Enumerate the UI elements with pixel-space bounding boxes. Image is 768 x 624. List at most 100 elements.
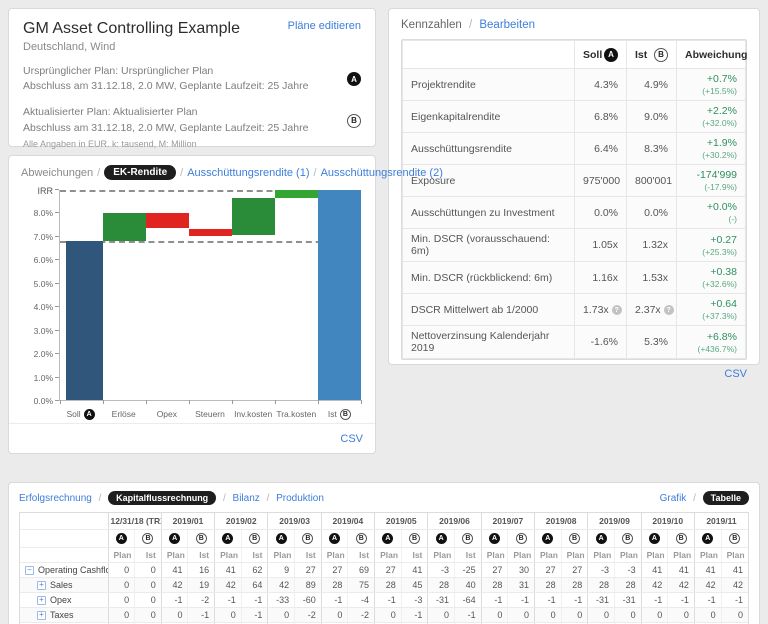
x-category-text: Tra.kosten (276, 409, 317, 419)
y-tick-mark (55, 212, 59, 214)
cell-value: 0 (107, 607, 135, 623)
cell-value: 0 (160, 622, 188, 624)
column-sub-label: Plan (560, 547, 588, 563)
kpi-edit-link[interactable]: Bearbeiten (479, 19, 535, 31)
corner-cell (20, 529, 108, 548)
column-sub-label: Plan (267, 547, 295, 563)
x-category-text: Inv.kosten (234, 409, 273, 419)
cell-value: 0 (427, 622, 455, 624)
cell-value: 41 (693, 562, 722, 578)
kpi-label: Projektrendite (402, 68, 575, 101)
column-b-badge: B (720, 529, 748, 548)
chart-tab-ek-rendite[interactable]: EK-Rendite (104, 165, 177, 180)
column-a-badge: A (214, 529, 242, 548)
info-icon[interactable]: ? (663, 305, 674, 315)
cell-value: 41 (720, 562, 748, 578)
x-tick-mark (103, 400, 104, 404)
cell-value: 41 (640, 562, 668, 578)
kpi-label: Min. DSCR (vorausschauend: 6m) (402, 228, 575, 262)
cell-value: -31 (613, 592, 642, 608)
row-label-cell: + Sales (20, 577, 108, 593)
cell-value: -1 (640, 592, 668, 608)
cell-value: 0 (107, 622, 135, 624)
month-group-header: 2019/06 (427, 513, 482, 530)
cell-value: 0 (320, 622, 348, 624)
column-sub-label: Ist (400, 547, 428, 563)
x-category-label: Inv.kosten (232, 405, 275, 423)
expand-row-icon[interactable]: + (37, 595, 46, 605)
cell-value: 42 (214, 577, 242, 593)
a-badge-icon: A (275, 533, 287, 544)
kpi-label: Nettoverzinsung Kalenderjahr 2019 (402, 325, 575, 359)
cell-value: 27 (534, 562, 562, 578)
x-category-label: Tra.kosten (275, 405, 318, 423)
a-badge-icon: A (435, 533, 447, 544)
cell-value: -1 (534, 592, 562, 608)
kpi-deviation-pct: (+32.6%) (702, 279, 737, 289)
cell-value: 0 (214, 622, 242, 624)
cell-value: -1 (374, 592, 402, 608)
cell-value: 28 (560, 577, 588, 593)
cell-value: -1 (320, 592, 348, 608)
cell-value: -25 (454, 562, 482, 578)
column-sub-label: Ist (187, 547, 215, 563)
b-badge-icon: B (622, 533, 634, 544)
kpi-ist-value: 800'001 (626, 164, 677, 197)
cell-value: 27 (374, 562, 402, 578)
ist-b-badge: B (654, 47, 668, 62)
info-icon[interactable]: ? (611, 305, 622, 315)
view-toggle-tabelle[interactable]: Tabelle (702, 491, 749, 505)
expand-row-icon[interactable]: + (37, 610, 46, 620)
y-tick-mark (55, 235, 59, 237)
tab-produktion[interactable]: Produktion (276, 493, 324, 504)
view-toggle-grafik[interactable]: Grafik (659, 493, 687, 504)
x-category-text: Erlöse (111, 409, 136, 419)
reference-line (60, 241, 361, 244)
expand-row-icon[interactable]: + (37, 580, 46, 590)
tab-bilanz[interactable]: Bilanz (232, 493, 260, 504)
kpi-row: Min. DSCR (vorausschauend: 6m) 1.05x 1.32x… (402, 228, 746, 262)
cashflow-card: Erfolgsrechnung / Kapitalflussrechnung /… (8, 482, 760, 624)
waterfall-bar-erl-se (103, 213, 146, 242)
cell-value: -60 (294, 592, 322, 608)
cell-value: 0 (294, 622, 322, 624)
tab-erfolgsrechnung[interactable]: Erfolgsrechnung (19, 493, 92, 504)
cell-value: 28 (320, 577, 348, 593)
row-label: + Taxes (25, 610, 103, 620)
x-category-text: Soll (66, 409, 81, 419)
column-sub-label: Plan (507, 547, 535, 563)
column-sub-label: Plan (613, 547, 642, 563)
edit-plans-link[interactable]: Pläne editieren (287, 20, 361, 32)
column-a-badge: A (427, 529, 455, 548)
tab-kapitalflussrechnung[interactable]: Kapitalflussrechnung (108, 491, 217, 505)
cell-value: 0 (507, 622, 535, 624)
column-sub-label: Plan (693, 547, 722, 563)
y-tick-mark (55, 353, 59, 355)
chart-tab-ausschuettungsrendite-2[interactable]: Ausschüttungsrendite (2) (320, 166, 443, 179)
cell-value: 45 (400, 577, 428, 593)
y-tick-label: 0.0% (33, 396, 53, 406)
cashflow-table: 12/31/18 (TRX)2019/012019/022019/032019/… (19, 512, 749, 624)
y-tick-label: 3.0% (33, 325, 53, 336)
month-group-header: 12/31/18 (TRX) (107, 513, 162, 530)
x-tick-mark (189, 400, 190, 404)
chart-csv-link[interactable]: CSV (340, 432, 363, 445)
cell-value: 0 (560, 607, 588, 623)
kpi-soll-value: 0.0% (574, 196, 627, 229)
cell-value: -3 (587, 562, 615, 578)
y-tick-label: 4.0% (33, 302, 53, 313)
chart-tab-ausschuettungsrendite-1[interactable]: Ausschüttungsrendite (1) (187, 166, 310, 179)
column-b-badge: B (347, 529, 375, 548)
plan-details: Abschluss am 31.12.18, 2.0 MW, Geplante … (23, 80, 309, 93)
cashflow-row: −Operating Cashflow004116416292727692741… (20, 562, 748, 578)
kpi-csv-link[interactable]: CSV (724, 368, 747, 380)
kpi-deviation-value: +6.8% (706, 330, 737, 343)
column-sub-label: Ist (454, 547, 482, 563)
kpi-row: Projektrendite 4.3% 4.9% +0.7% (+15.5%) (402, 68, 746, 101)
month-header-row: 12/31/18 (TRX)2019/012019/022019/032019/… (20, 513, 748, 530)
kpi-ist-value: 1.53x (626, 261, 677, 294)
cell-value: 62 (240, 562, 268, 578)
b-badge-icon: B (675, 533, 687, 544)
kpi-label: DSCR Mittelwert ab 1/2000 (402, 293, 575, 326)
collapse-row-icon[interactable]: − (25, 565, 34, 575)
